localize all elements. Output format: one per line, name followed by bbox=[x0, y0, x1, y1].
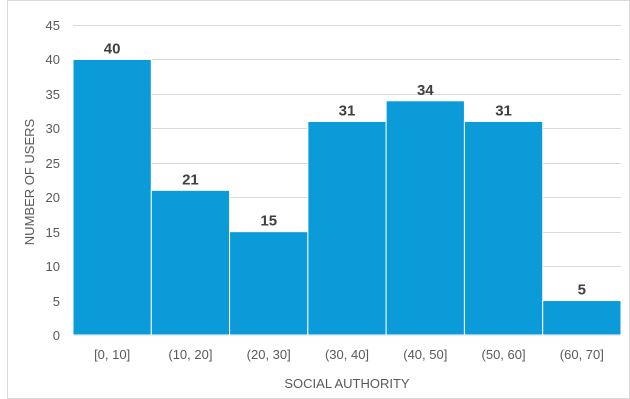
x-tick-label: (40, 50] bbox=[403, 347, 447, 362]
y-tick-label: 20 bbox=[46, 190, 60, 205]
y-tick-label: 25 bbox=[46, 156, 60, 171]
y-axis-title: NUMBER OF USERS bbox=[22, 118, 37, 245]
y-tick-label: 15 bbox=[46, 225, 60, 240]
data-label: 5 bbox=[578, 282, 586, 299]
x-tick-label: (50, 60] bbox=[482, 347, 526, 362]
y-tick-label: 30 bbox=[46, 121, 60, 136]
x-tick-label: (60, 70] bbox=[560, 347, 604, 362]
y-tick-label: 0 bbox=[53, 328, 60, 343]
x-axis-ticks: [0, 10] (10, 20] (20, 30] (30, 40] (40, 50] (… bbox=[94, 347, 604, 362]
data-label: 31 bbox=[495, 102, 512, 119]
bar bbox=[72, 58, 152, 336]
bar bbox=[542, 300, 622, 336]
bar bbox=[385, 100, 465, 336]
x-axis-title: SOCIAL AUTHORITY bbox=[284, 376, 410, 391]
x-tick-label: (20, 30] bbox=[247, 347, 291, 362]
bar bbox=[229, 231, 309, 336]
y-tick-label: 35 bbox=[46, 87, 60, 102]
y-tick-label: 40 bbox=[46, 52, 60, 67]
data-label: 34 bbox=[417, 82, 434, 99]
data-label: 31 bbox=[339, 102, 356, 119]
bars bbox=[72, 58, 622, 336]
x-tick-label: [0, 10] bbox=[94, 347, 130, 362]
y-tick-label: 10 bbox=[46, 259, 60, 274]
bar bbox=[463, 120, 544, 336]
y-axis-ticks: 0 5 10 15 20 25 30 35 40 45 bbox=[46, 18, 60, 343]
x-tick-label: (30, 40] bbox=[325, 347, 369, 362]
data-label: 40 bbox=[104, 40, 121, 57]
y-tick-label: 45 bbox=[46, 18, 60, 33]
y-tick-label: 5 bbox=[53, 294, 60, 309]
data-label: 15 bbox=[260, 213, 277, 230]
data-labels: 40 21 15 31 34 31 5 bbox=[104, 40, 586, 298]
bar bbox=[307, 120, 387, 336]
bar bbox=[150, 189, 231, 336]
x-tick-label: (10, 20] bbox=[168, 347, 212, 362]
data-label: 21 bbox=[182, 171, 199, 188]
